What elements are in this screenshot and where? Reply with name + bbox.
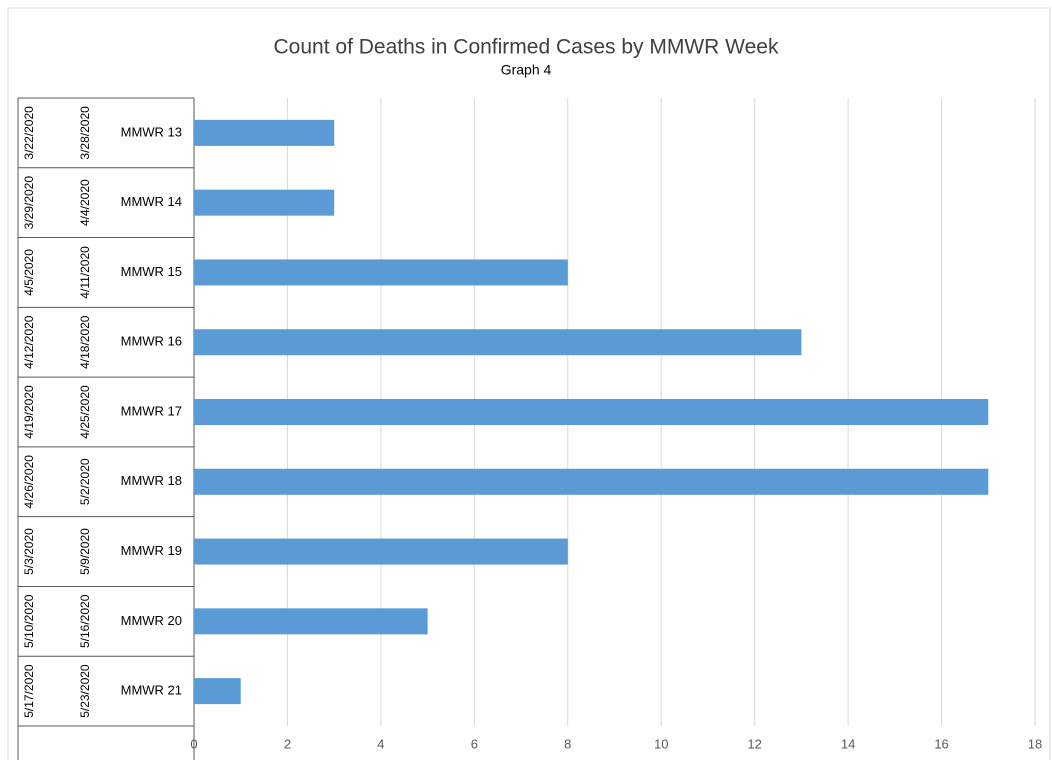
y-tick-label: MMWR 19: [121, 543, 182, 558]
end-date-label: 5/16/2020: [78, 594, 92, 648]
bar: [194, 608, 428, 635]
bar: [194, 329, 802, 356]
end-date-label: 5/2/2020: [78, 458, 92, 505]
end-date-label: 4/25/2020: [78, 385, 92, 439]
y-tick-label: MMWR 18: [121, 473, 182, 488]
bar: [194, 259, 568, 286]
start-date-label: 3/22/2020: [22, 106, 36, 160]
x-tick-label: 8: [564, 736, 571, 751]
y-tick-label: MMWR 17: [121, 403, 182, 418]
start-date-label: 3/29/2020: [22, 176, 36, 230]
bar: [194, 119, 335, 146]
y-tick-label: MMWR 14: [121, 194, 182, 209]
end-date-label: 4/4/2020: [78, 179, 92, 226]
end-date-label: 4/18/2020: [78, 315, 92, 369]
end-date-label: 4/11/2020: [78, 246, 92, 299]
x-tick-label: 2: [284, 736, 291, 751]
x-tick-label: 18: [1028, 736, 1042, 751]
start-date-label: 4/12/2020: [22, 315, 36, 369]
x-tick-label: 14: [841, 736, 855, 751]
end-date-label: 5/9/2020: [78, 528, 92, 575]
bar: [194, 189, 335, 216]
chart-title: Count of Deaths in Confirmed Cases by MM…: [274, 36, 779, 59]
y-tick-label: MMWR 16: [121, 334, 182, 349]
y-tick-label: MMWR 20: [121, 613, 182, 628]
y-tick-label: MMWR 21: [121, 683, 182, 698]
chart-area: [7, 7, 1051, 760]
x-tick-label: 12: [747, 736, 761, 751]
start-date-label: 4/19/2020: [22, 385, 36, 439]
x-tick-label: 10: [654, 736, 668, 751]
x-tick-label: 6: [471, 736, 478, 751]
start-date-label: 5/3/2020: [22, 528, 36, 575]
bar: [194, 399, 989, 425]
bar: [194, 538, 568, 565]
chart-subtitle: Graph 4: [501, 62, 552, 78]
x-tick-label: 4: [377, 736, 384, 751]
bar: [194, 468, 989, 495]
y-tick-label: MMWR 15: [121, 264, 182, 279]
start-date-label: 4/5/2020: [22, 249, 36, 296]
end-date-label: 3/28/2020: [78, 106, 92, 160]
start-date-label: 4/26/2020: [22, 455, 36, 509]
start-date-label: 5/17/2020: [22, 664, 36, 718]
start-date-label: 5/10/2020: [22, 594, 36, 648]
y-tick-label: MMWR 13: [121, 124, 182, 139]
x-tick-label: 16: [934, 736, 948, 751]
end-date-label: 5/23/2020: [78, 664, 92, 718]
bar: [194, 678, 241, 705]
